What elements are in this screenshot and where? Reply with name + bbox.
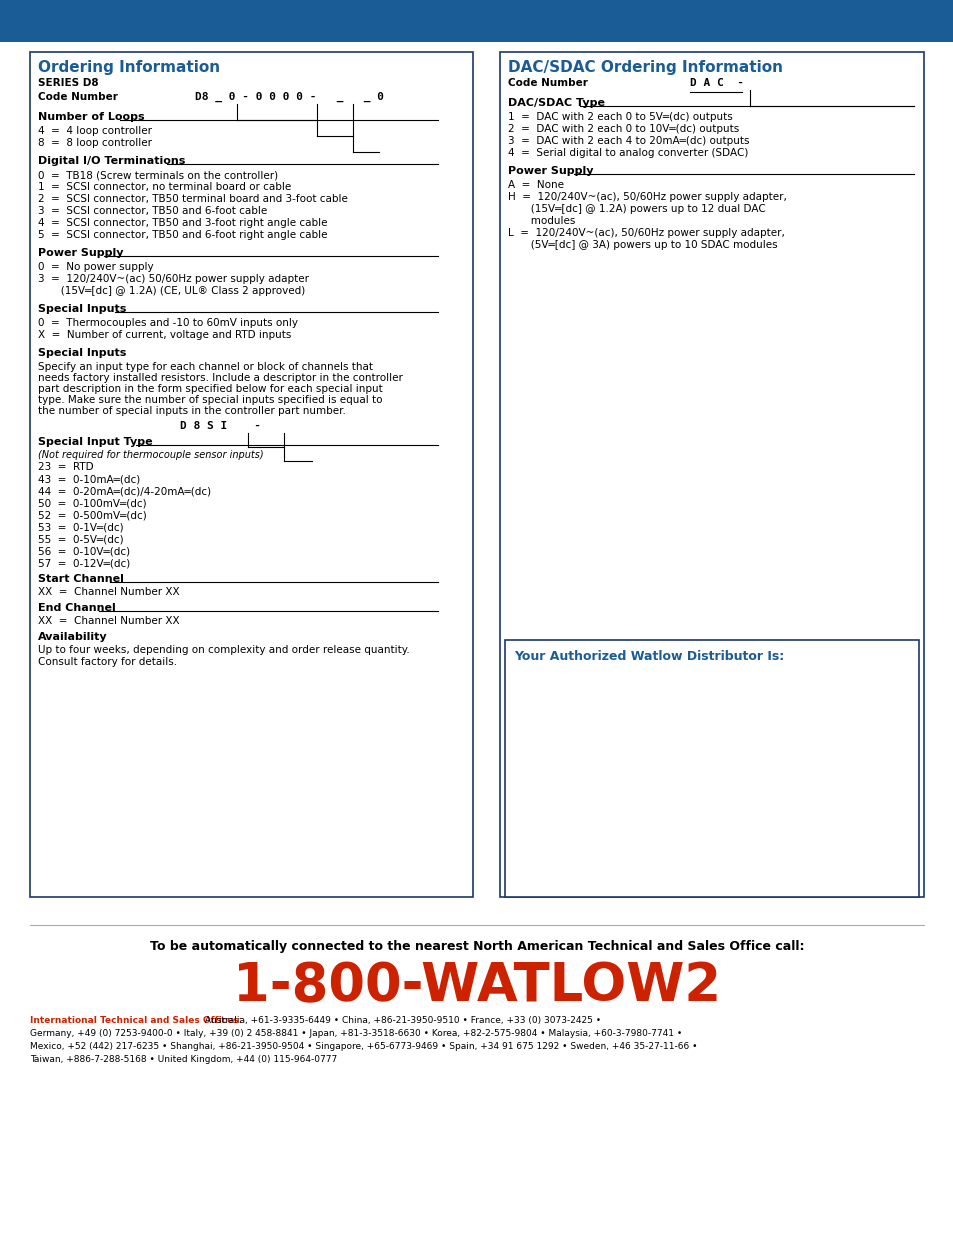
Text: DAC/SDAC Type: DAC/SDAC Type	[507, 98, 604, 107]
Text: Digital I/O Terminations: Digital I/O Terminations	[38, 156, 185, 165]
Text: Code Number: Code Number	[38, 91, 118, 103]
Text: L  =  120/240V~(ac), 50/60Hz power supply adapter,: L = 120/240V~(ac), 50/60Hz power supply …	[507, 228, 784, 238]
Text: (5V═[dc] @ 3A) powers up to 10 SDAC modules: (5V═[dc] @ 3A) powers up to 10 SDAC modu…	[507, 240, 777, 249]
Text: End Channel: End Channel	[38, 603, 115, 613]
Text: 52  =  0-500mV═(dc): 52 = 0-500mV═(dc)	[38, 510, 147, 520]
Text: 55  =  0-5V═(dc): 55 = 0-5V═(dc)	[38, 534, 124, 543]
Text: Code Number: Code Number	[507, 78, 587, 88]
Text: H  =  120/240V~(ac), 50/60Hz power supply adapter,: H = 120/240V~(ac), 50/60Hz power supply …	[507, 191, 786, 203]
Text: 5  =  SCSI connector, TB50 and 6-foot right angle cable: 5 = SCSI connector, TB50 and 6-foot righ…	[38, 230, 327, 240]
Text: XX  =  Channel Number XX: XX = Channel Number XX	[38, 616, 179, 626]
Text: Number of Loops: Number of Loops	[38, 112, 145, 122]
Text: 3  =  120/240V~(ac) 50/60Hz power supply adapter: 3 = 120/240V~(ac) 50/60Hz power supply a…	[38, 274, 309, 284]
Text: 53  =  0-1V═(dc): 53 = 0-1V═(dc)	[38, 522, 124, 532]
Text: Germany, +49 (0) 7253-9400-0 • Italy, +39 (0) 2 458-8841 • Japan, +81-3-3518-663: Germany, +49 (0) 7253-9400-0 • Italy, +3…	[30, 1029, 681, 1037]
Text: modules: modules	[507, 216, 575, 226]
Text: D8 _ 0 - 0 0 0 0 -   _   _ 0: D8 _ 0 - 0 0 0 0 - _ _ 0	[194, 91, 384, 103]
Text: 1  =  SCSI connector, no terminal board or cable: 1 = SCSI connector, no terminal board or…	[38, 182, 291, 191]
Text: 1-800-WATLOW2: 1-800-WATLOW2	[233, 960, 720, 1011]
Text: 23  =  RTD: 23 = RTD	[38, 462, 93, 472]
Text: Consult factory for details.: Consult factory for details.	[38, 657, 177, 667]
Text: Power Supply: Power Supply	[38, 248, 123, 258]
Text: Special Input Type: Special Input Type	[38, 437, 152, 447]
Text: Specify an input type for each channel or block of channels that: Specify an input type for each channel o…	[38, 362, 373, 372]
Text: International Technical and Sales Offices:: International Technical and Sales Office…	[30, 1016, 242, 1025]
Text: X  =  Number of current, voltage and RTD inputs: X = Number of current, voltage and RTD i…	[38, 330, 291, 340]
Bar	[30, 52, 473, 897]
Text: part description in the form specified below for each special input: part description in the form specified b…	[38, 384, 382, 394]
Text: 56  =  0-10V═(dc): 56 = 0-10V═(dc)	[38, 546, 130, 556]
Text: (Not required for thermocouple sensor inputs): (Not required for thermocouple sensor in…	[38, 450, 263, 459]
Text: Mexico, +52 (442) 217-6235 • Shanghai, +86-21-3950-9504 • Singapore, +65-6773-94: Mexico, +52 (442) 217-6235 • Shanghai, +…	[30, 1042, 697, 1051]
Text: 0  =  No power supply: 0 = No power supply	[38, 262, 153, 272]
Text: 0  =  TB18 (Screw terminals on the controller): 0 = TB18 (Screw terminals on the control…	[38, 170, 278, 180]
Bar	[499, 52, 923, 897]
Text: A  =  None: A = None	[507, 180, 563, 190]
Text: 2  =  DAC with 2 each 0 to 10V═(dc) outputs: 2 = DAC with 2 each 0 to 10V═(dc) output…	[507, 124, 739, 135]
Text: 50  =  0-100mV═(dc): 50 = 0-100mV═(dc)	[38, 498, 147, 508]
Text: needs factory installed resistors. Include a descriptor in the controller: needs factory installed resistors. Inclu…	[38, 373, 402, 383]
Text: 4  =  4 loop controller: 4 = 4 loop controller	[38, 126, 152, 136]
Text: 8  =  8 loop controller: 8 = 8 loop controller	[38, 138, 152, 148]
Text: Availability: Availability	[38, 632, 108, 642]
Text: type. Make sure the number of special inputs specified is equal to: type. Make sure the number of special in…	[38, 395, 382, 405]
Text: XX  =  Channel Number XX: XX = Channel Number XX	[38, 587, 179, 597]
Text: (15V═[dc] @ 1.2A) powers up to 12 dual DAC: (15V═[dc] @ 1.2A) powers up to 12 dual D…	[507, 204, 765, 214]
Text: Australia, +61-3-9335-6449 • China, +86-21-3950-9510 • France, +33 (0) 3073-2425: Australia, +61-3-9335-6449 • China, +86-…	[202, 1016, 600, 1025]
Text: Up to four weeks, depending on complexity and order release quantity.: Up to four weeks, depending on complexit…	[38, 645, 410, 655]
Text: SERIES D8: SERIES D8	[38, 78, 98, 88]
Text: Ordering Information: Ordering Information	[38, 61, 220, 75]
Text: 1  =  DAC with 2 each 0 to 5V═(dc) outputs: 1 = DAC with 2 each 0 to 5V═(dc) outputs	[507, 112, 732, 122]
Text: 0  =  Thermocouples and -10 to 60mV inputs only: 0 = Thermocouples and -10 to 60mV inputs…	[38, 317, 297, 329]
Text: Special Inputs: Special Inputs	[38, 348, 126, 358]
Text: 4  =  SCSI connector, TB50 and 3-foot right angle cable: 4 = SCSI connector, TB50 and 3-foot righ…	[38, 219, 327, 228]
Text: D A C  -: D A C -	[689, 78, 743, 88]
Text: 2  =  SCSI connector, TB50 terminal board and 3-foot cable: 2 = SCSI connector, TB50 terminal board …	[38, 194, 348, 204]
Text: 43  =  0-10mA═(dc): 43 = 0-10mA═(dc)	[38, 474, 140, 484]
Text: 57  =  0-12V═(dc): 57 = 0-12V═(dc)	[38, 558, 131, 568]
Text: Your Authorized Watlow Distributor Is:: Your Authorized Watlow Distributor Is:	[514, 650, 783, 663]
Text: Special Inputs: Special Inputs	[38, 304, 126, 314]
Bar	[504, 640, 918, 897]
Text: DAC/SDAC Ordering Information: DAC/SDAC Ordering Information	[507, 61, 782, 75]
Text: 44  =  0-20mA═(dc)/4-20mA═(dc): 44 = 0-20mA═(dc)/4-20mA═(dc)	[38, 487, 211, 496]
Text: 3  =  SCSI connector, TB50 and 6-foot cable: 3 = SCSI connector, TB50 and 6-foot cabl…	[38, 206, 267, 216]
Text: 3  =  DAC with 2 each 4 to 20mA═(dc) outputs: 3 = DAC with 2 each 4 to 20mA═(dc) outpu…	[507, 136, 749, 146]
Text: 4  =  Serial digital to analog converter (SDAC): 4 = Serial digital to analog converter (…	[507, 148, 747, 158]
Text: D 8 S I    -: D 8 S I -	[180, 421, 261, 431]
Text: To be automatically connected to the nearest North American Technical and Sales : To be automatically connected to the nea…	[150, 940, 803, 953]
Text: (15V═[dc] @ 1.2A) (CE, UL® Class 2 approved): (15V═[dc] @ 1.2A) (CE, UL® Class 2 appro…	[38, 287, 305, 296]
Bar	[0, 0, 953, 42]
Text: Power Supply: Power Supply	[507, 165, 593, 177]
Text: the number of special inputs in the controller part number.: the number of special inputs in the cont…	[38, 406, 346, 416]
Text: Start Channel: Start Channel	[38, 574, 124, 584]
Text: Taiwan, +886-7-288-5168 • United Kingdom, +44 (0) 115-964-0777: Taiwan, +886-7-288-5168 • United Kingdom…	[30, 1055, 337, 1065]
